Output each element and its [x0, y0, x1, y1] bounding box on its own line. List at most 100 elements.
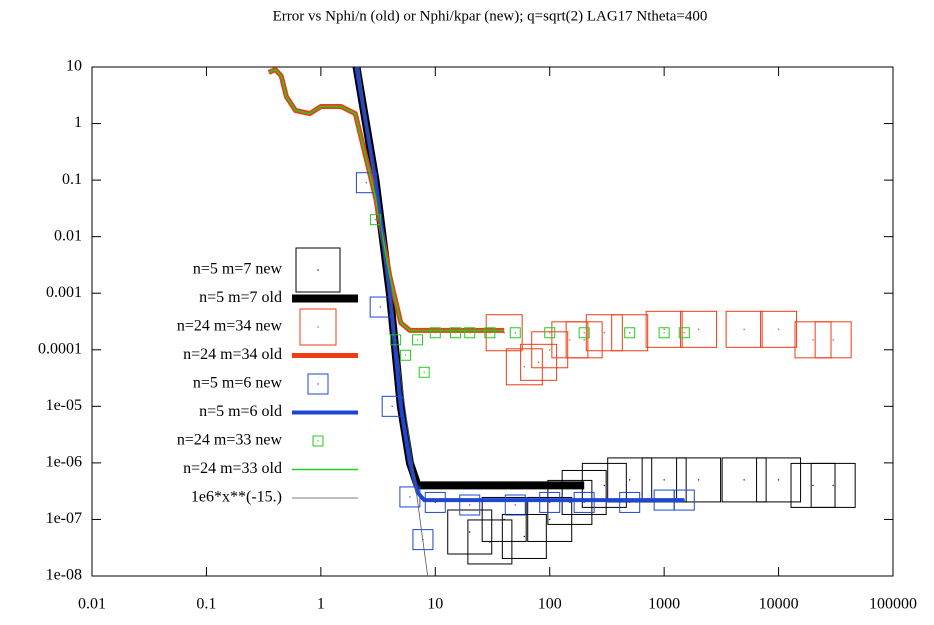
point — [573, 491, 595, 513]
point-dot — [549, 518, 551, 521]
point — [658, 327, 670, 339]
point-dot — [365, 181, 368, 184]
plot-area — [267, 67, 856, 576]
point-dot — [391, 405, 393, 408]
point — [624, 327, 636, 339]
point-dot — [663, 332, 665, 334]
point-dot — [583, 332, 585, 334]
series-line — [354, 67, 685, 503]
y-tick-label: 0.0001 — [38, 340, 82, 357]
point — [678, 327, 690, 339]
point — [400, 349, 412, 361]
x-tick-label: 100 — [538, 596, 562, 613]
legend-marker — [299, 308, 337, 346]
legend-label: n=24 m=33 new — [177, 432, 283, 449]
point-dot — [503, 518, 505, 521]
y-tick-label: 1 — [74, 114, 82, 131]
plot-border — [91, 66, 894, 577]
point — [424, 491, 446, 513]
point — [547, 479, 593, 525]
chart-title: Error vs Nphi/n (old) or Nphi/kpar (new)… — [273, 8, 708, 24]
x-tick-label: 10000 — [759, 596, 799, 613]
point-dot — [697, 479, 700, 481]
point — [369, 214, 381, 226]
point — [578, 327, 590, 339]
point — [501, 513, 547, 559]
x-tick-label: 10 — [427, 596, 443, 613]
point-dot — [537, 361, 540, 364]
point — [756, 457, 802, 503]
point-dot — [812, 484, 814, 487]
point-dot — [603, 332, 606, 334]
point — [680, 310, 718, 348]
point-dot — [469, 531, 471, 533]
point-dot — [489, 332, 491, 334]
legend-marker-dot — [317, 383, 319, 385]
point — [527, 496, 573, 542]
point-dot — [549, 349, 551, 351]
point — [509, 327, 521, 339]
point-dot — [743, 479, 745, 481]
point — [585, 314, 623, 352]
legend-label: n=5 m=7 new — [193, 261, 283, 278]
point — [725, 310, 763, 348]
y-tick-label: 1e-07 — [46, 510, 82, 527]
point — [531, 331, 569, 369]
point — [539, 491, 561, 513]
series-line — [268, 68, 505, 332]
legend-label: n=24 m=34 old — [183, 346, 282, 363]
point — [504, 494, 526, 516]
point-dot — [514, 332, 516, 334]
y-tick-label: 0.01 — [54, 227, 82, 244]
point-dot — [812, 339, 814, 341]
legend-label: n=5 m=6 new — [193, 375, 283, 392]
point-dot — [523, 366, 526, 368]
point — [412, 334, 424, 346]
point-dot — [697, 328, 700, 331]
point — [565, 321, 603, 359]
x-tick-label: 100000 — [869, 596, 917, 613]
y-tick-label: 0.1 — [62, 171, 82, 188]
point-dot — [523, 535, 526, 538]
y-tick-label: 1e-05 — [46, 397, 82, 414]
point-dot — [514, 504, 516, 506]
point — [484, 327, 496, 339]
point — [412, 529, 434, 551]
point-dot — [743, 328, 745, 331]
legend-label: n=5 m=6 old — [199, 403, 282, 420]
point-dot — [603, 484, 606, 487]
point — [505, 348, 543, 386]
point-dot — [663, 328, 665, 331]
point-dot — [683, 332, 685, 334]
point-dot — [569, 339, 571, 341]
y-tick-label: 1e-08 — [46, 567, 82, 584]
point-dot — [628, 332, 631, 334]
point — [561, 469, 607, 515]
point-dot — [409, 496, 411, 498]
x-tick-label: 1000 — [648, 596, 680, 613]
point-dot — [379, 306, 381, 308]
legend-marker — [307, 373, 329, 395]
point-dot — [469, 504, 471, 506]
y-tick-label: 1e-06 — [46, 454, 82, 471]
x-tick-label: 0.1 — [196, 596, 216, 613]
legend-label: n=24 m=33 old — [183, 460, 282, 477]
point-dot — [549, 332, 551, 334]
point — [544, 327, 556, 339]
legend-marker — [312, 435, 324, 447]
y-tick-label: 10 — [66, 58, 82, 75]
point — [619, 491, 641, 513]
x-tick-label: 0.01 — [78, 596, 106, 613]
point — [390, 334, 402, 346]
point-dot — [777, 328, 780, 331]
legend-label: n=5 m=7 old — [199, 289, 282, 306]
point — [814, 321, 852, 359]
point — [481, 496, 527, 542]
point — [760, 310, 798, 348]
point — [794, 321, 832, 359]
legend-marker — [295, 247, 341, 293]
point-dot — [832, 339, 834, 341]
x-tick-label: 1 — [317, 596, 325, 613]
point-dot — [374, 218, 377, 221]
